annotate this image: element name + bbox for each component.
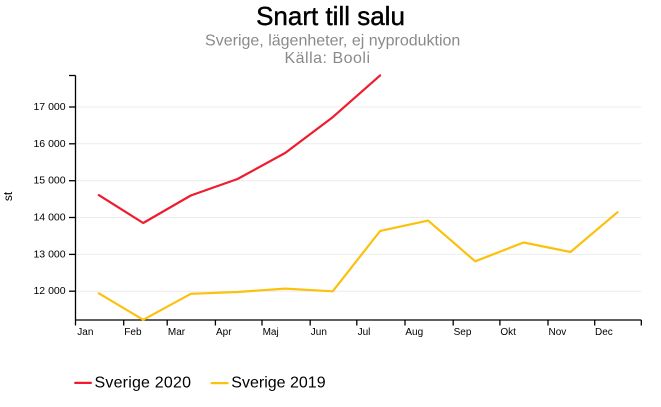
svg-text:15 000: 15 000 xyxy=(33,175,65,187)
svg-text:Sverige, lägenheter, ej nyprod: Sverige, lägenheter, ej nyproduktion xyxy=(205,33,460,50)
svg-text:Jul: Jul xyxy=(358,327,371,338)
svg-text:Okt: Okt xyxy=(500,327,516,338)
svg-text:12 000: 12 000 xyxy=(33,285,65,297)
svg-text:Mar: Mar xyxy=(168,327,186,338)
svg-text:Sep: Sep xyxy=(454,327,472,338)
svg-text:14 000: 14 000 xyxy=(33,212,65,224)
svg-text:Dec: Dec xyxy=(595,327,613,338)
svg-text:16 000: 16 000 xyxy=(33,138,65,150)
svg-text:Sverige 2020: Sverige 2020 xyxy=(95,375,192,392)
svg-text:Feb: Feb xyxy=(124,327,142,338)
svg-text:Aug: Aug xyxy=(405,327,423,338)
svg-text:Apr: Apr xyxy=(216,327,232,338)
svg-text:Sverige 2019: Sverige 2019 xyxy=(231,375,325,392)
svg-text:Källa: Booli: Källa: Booli xyxy=(284,50,370,67)
svg-text:Jan: Jan xyxy=(77,327,93,338)
svg-text:13 000: 13 000 xyxy=(33,248,65,260)
svg-text:Jun: Jun xyxy=(311,327,327,338)
svg-text:Maj: Maj xyxy=(263,327,279,338)
svg-text:Snart till salu: Snart till salu xyxy=(256,1,405,31)
svg-text:st: st xyxy=(1,191,15,201)
svg-text:Nov: Nov xyxy=(549,327,567,338)
svg-text:17 000: 17 000 xyxy=(33,101,65,113)
